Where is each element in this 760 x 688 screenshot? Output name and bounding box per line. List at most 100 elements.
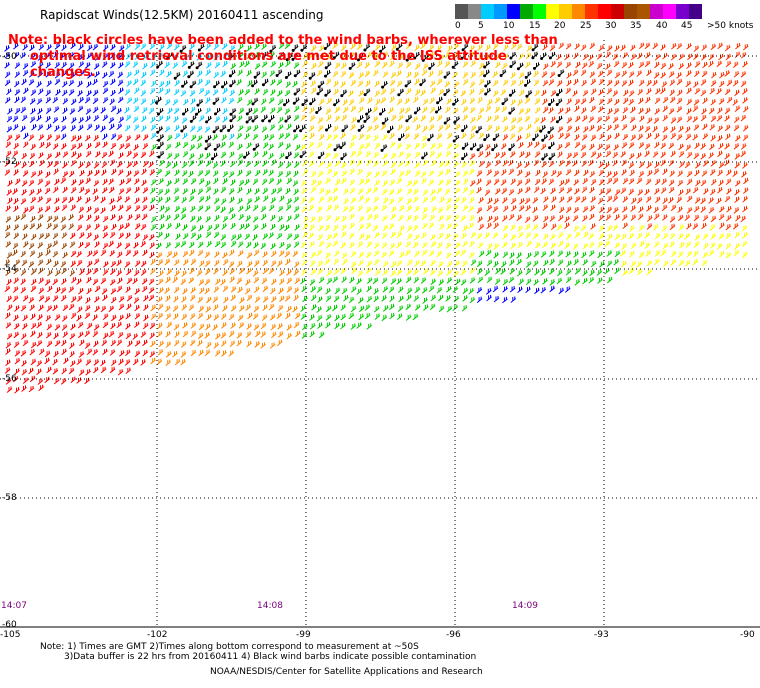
- wind-barb: [150, 124, 157, 131]
- wind-barb: [165, 341, 172, 348]
- contamination-circle: [340, 157, 344, 161]
- wind-barb: [358, 178, 365, 186]
- wind-barb: [38, 233, 45, 240]
- wind-barb: [45, 71, 52, 78]
- wind-barb: [652, 42, 659, 50]
- wind-barb: [22, 141, 29, 148]
- wind-barb: [502, 225, 509, 232]
- wind-barb: [695, 180, 701, 187]
- wind-barb: [501, 116, 508, 123]
- wind-barb: [180, 341, 187, 348]
- wind-barb: [293, 213, 300, 220]
- wind-barb: [85, 161, 92, 169]
- wind-barb: [13, 198, 19, 205]
- wind-barb: [149, 332, 156, 339]
- wind-barb: [548, 107, 554, 114]
- wind-barb: [149, 204, 155, 212]
- wind-barb: [485, 151, 491, 158]
- wind-barb: [469, 297, 476, 304]
- wind-barb: [516, 214, 523, 222]
- wind-barb: [628, 142, 635, 149]
- wind-barb: [421, 213, 428, 221]
- contamination-circle: [548, 157, 552, 161]
- contamination-circle: [379, 49, 383, 53]
- scale-label: 10: [503, 21, 515, 31]
- wind-barb: [260, 213, 267, 221]
- contamination-circle: [395, 47, 399, 51]
- wind-barb: [645, 107, 651, 115]
- wind-barb: [548, 134, 554, 141]
- wind-barb: [646, 88, 652, 95]
- wind-barb: [46, 215, 53, 223]
- wind-barb: [719, 72, 725, 79]
- wind-barb: [61, 89, 68, 97]
- scale-swatch: [637, 4, 650, 19]
- wind-barb: [430, 294, 437, 302]
- wind-barb: [198, 153, 204, 160]
- wind-barb: [165, 214, 171, 222]
- wind-barb: [316, 142, 323, 149]
- contamination-circle: [548, 146, 552, 150]
- wind-barb: [180, 351, 187, 358]
- wind-barb: [36, 321, 43, 329]
- wind-barb: [220, 340, 227, 347]
- wind-barb: [414, 170, 421, 177]
- wind-barb: [525, 278, 532, 285]
- wind-barb: [413, 206, 420, 213]
- wind-barb: [333, 88, 340, 96]
- wind-barb: [454, 124, 461, 131]
- wind-barb: [703, 243, 709, 250]
- contamination-circle: [157, 155, 161, 159]
- wind-barb: [597, 241, 604, 248]
- wind-barb: [614, 189, 621, 196]
- wind-barb: [268, 232, 275, 239]
- contamination-circle: [379, 112, 382, 116]
- contamination-circle: [491, 148, 495, 152]
- wind-barb: [686, 70, 692, 77]
- wind-barb: [62, 151, 69, 158]
- wind-barb: [734, 89, 740, 97]
- wind-barb: [286, 198, 293, 205]
- wind-barb: [125, 205, 132, 212]
- wind-barb: [503, 44, 509, 51]
- wind-barb: [309, 216, 316, 223]
- wind-barb: [95, 151, 101, 158]
- wind-barb: [646, 69, 652, 77]
- wind-barb: [79, 339, 85, 346]
- wind-barb: [668, 63, 674, 70]
- wind-barb: [463, 178, 469, 185]
- wind-barb: [116, 195, 123, 203]
- wind-barb: [159, 214, 165, 221]
- wind-barb: [102, 269, 109, 276]
- wind-barb: [413, 188, 419, 196]
- wind-barb: [190, 188, 196, 196]
- wind-barb: [518, 89, 525, 97]
- wind-barb: [157, 322, 163, 330]
- wind-barb: [678, 224, 685, 231]
- wind-barb: [101, 288, 108, 295]
- wind-barb: [732, 61, 739, 68]
- wind-barb: [174, 331, 180, 338]
- contamination-circle: [189, 119, 193, 123]
- wind-barb: [350, 286, 357, 293]
- wind-barb: [38, 152, 44, 159]
- wind-barb: [318, 331, 325, 339]
- wind-barb: [150, 304, 157, 312]
- wind-barb: [700, 153, 707, 160]
- wind-barb: [429, 116, 435, 123]
- wind-barb: [215, 333, 221, 340]
- wind-barb: [462, 79, 469, 86]
- wind-barb: [205, 69, 212, 76]
- wind-barb: [580, 151, 587, 159]
- wind-barb: [54, 72, 61, 79]
- wind-barb: [222, 252, 228, 259]
- wind-barb: [350, 323, 357, 330]
- wind-barb: [197, 188, 204, 195]
- wind-barb: [622, 196, 629, 203]
- wind-barb: [373, 295, 380, 303]
- wind-barb: [549, 258, 556, 266]
- wind-barb: [405, 88, 412, 95]
- wind-barb: [78, 117, 85, 124]
- wind-barb: [374, 171, 380, 178]
- wind-barbs-layer: [4, 42, 749, 394]
